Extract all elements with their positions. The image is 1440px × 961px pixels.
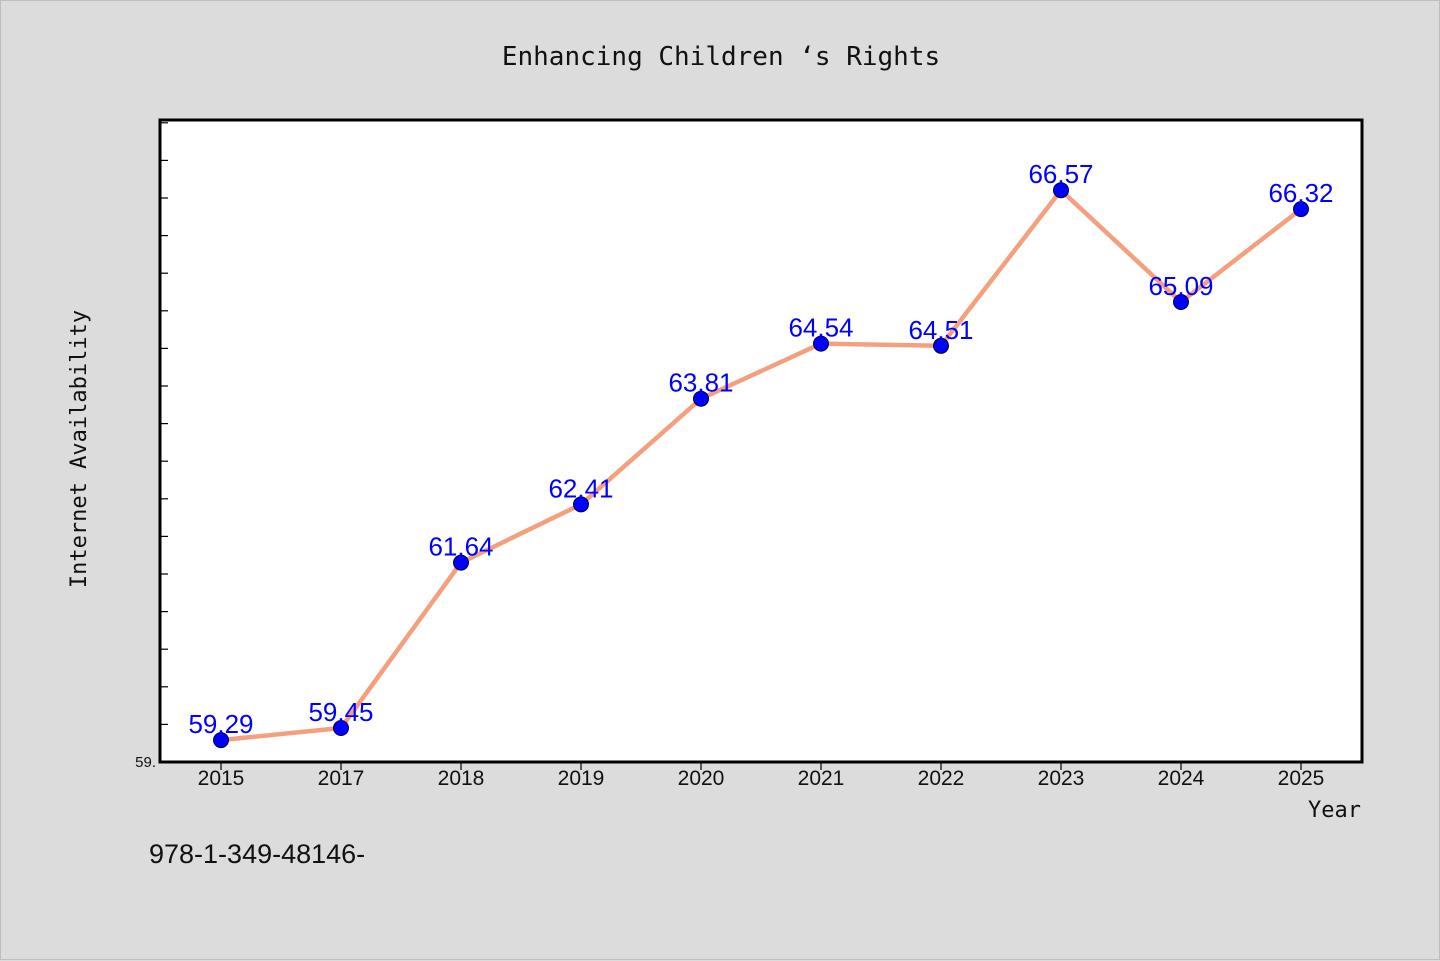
y-axis-ticks: [160, 122, 168, 726]
data-point: [933, 337, 949, 354]
y-tick-label: 59.: [135, 754, 156, 771]
data-label: 65.09: [1148, 271, 1213, 301]
data-label: 59.29: [188, 709, 253, 739]
data-label: 59.45: [308, 697, 373, 727]
data-label: 64.54: [788, 313, 853, 343]
x-tick-label: 2017: [318, 767, 365, 790]
data-point: [1053, 182, 1069, 199]
x-tick-label: 2019: [558, 767, 605, 790]
chart-title: Enhancing Children ‘s Rights: [502, 42, 940, 72]
x-axis-ticks: 2015 2017 2018 2019 2020 2021 2022 2023 2024 2025: [198, 762, 1325, 790]
data-label: 64.51: [908, 315, 973, 345]
plot-area: [158, 118, 1364, 764]
data-point: [453, 554, 469, 571]
data-point: [1293, 201, 1309, 218]
data-point: [1173, 294, 1189, 310]
data-label: 62.41: [548, 473, 613, 503]
series-layer: 59.29 59.45 61.64 62.41 63.81 64.54 64.51 66.57…: [188, 159, 1334, 749]
x-tick-label: 2023: [1038, 767, 1085, 790]
x-tick-label: 2025: [1278, 767, 1325, 790]
data-label: 63.81: [668, 368, 733, 398]
x-tick-label: 2018: [438, 767, 485, 790]
x-tick-label: 2020: [678, 767, 725, 790]
data-point: [573, 496, 589, 513]
footer-text: 978-1-349-48146-: [149, 839, 365, 869]
data-point: [693, 390, 709, 407]
data-point: [333, 720, 349, 736]
series-line: [218, 187, 1304, 743]
x-axis-label: Year: [1308, 798, 1361, 823]
x-tick-label: 2021: [798, 767, 845, 790]
data-point: [213, 732, 229, 749]
data-label: 61.64: [428, 532, 493, 562]
data-point: [813, 335, 829, 352]
y-axis-label: Internet Availability: [67, 310, 92, 588]
x-tick-label: 2022: [918, 767, 965, 790]
data-label: 66.57: [1028, 159, 1093, 189]
data-label: 66.32: [1268, 178, 1333, 208]
x-tick-label: 2015: [198, 767, 245, 790]
x-tick-label: 2024: [1158, 767, 1205, 790]
